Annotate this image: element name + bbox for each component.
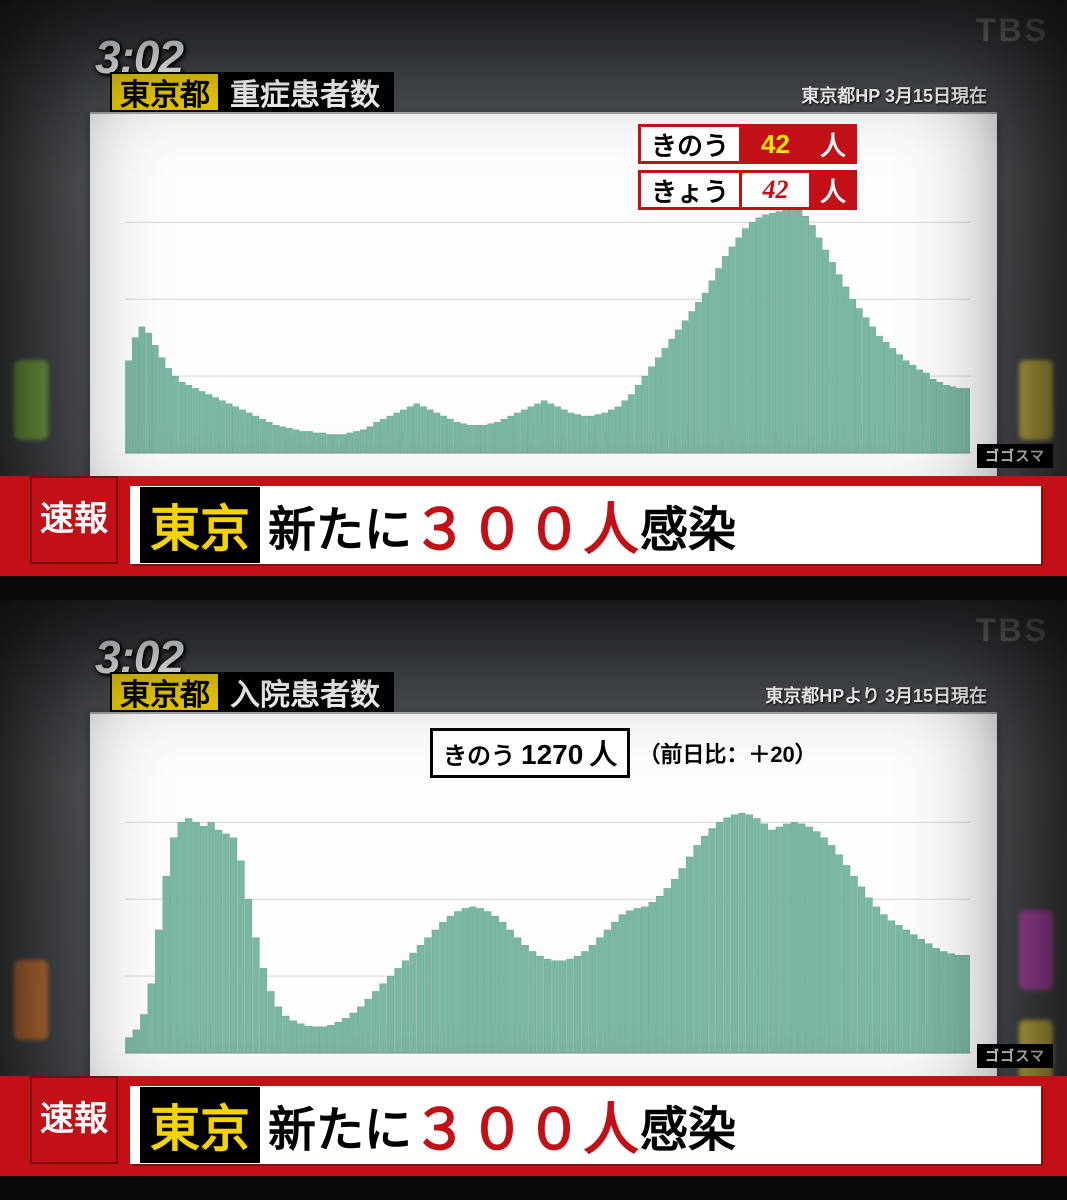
stat-row: きょう42人 — [638, 170, 857, 210]
ticker-pre: 新たに — [268, 1090, 412, 1160]
stat-unit: 人 — [589, 733, 617, 773]
ticker-tokyo: 東京 — [140, 487, 260, 563]
bottom-strip — [0, 1176, 1067, 1200]
program-tag: ゴゴスマ — [977, 1044, 1053, 1068]
stat-unit: 人 — [812, 124, 857, 164]
network-logo: TBS — [976, 612, 1049, 649]
side-color-tab — [1019, 360, 1053, 440]
side-color-tab — [14, 360, 48, 440]
title-metric: 入院患者数 — [220, 672, 394, 712]
stat-unit: 人 — [812, 170, 857, 210]
title-tokyo-badge: 東京都 — [110, 72, 220, 112]
title-strip: 東京都入院患者数 — [110, 672, 394, 712]
data-source: 東京都HPより 3月15日現在 — [765, 682, 987, 708]
side-color-tab — [1019, 910, 1053, 990]
stat-value: 1270 — [521, 739, 583, 771]
stat-label: きょう — [638, 170, 742, 210]
chart-board: きのう1270人（前日比：＋20） — [90, 712, 997, 1082]
stat-value: 42 — [742, 170, 812, 210]
stat-box: きのう1270人（前日比：＋20） — [430, 728, 817, 778]
title-tokyo-badge: 東京都 — [110, 672, 220, 712]
bottom-strip — [0, 576, 1067, 600]
program-tag: ゴゴスマ — [977, 444, 1053, 468]
stat-delta: （前日比：＋20） — [638, 737, 816, 769]
stat-value: 42 — [742, 124, 812, 164]
stat-label: きのう — [443, 736, 515, 771]
ticker-tokyo: 東京 — [140, 1087, 260, 1163]
breaking-badge: 速報 — [30, 1076, 118, 1164]
ticker-post: 感染 — [640, 490, 736, 560]
ticker-post: 感染 — [640, 1090, 736, 1160]
title-metric: 重症患者数 — [220, 72, 394, 112]
stat-boxes: きのう42人きょう42人 — [638, 124, 857, 210]
stat-row: きのう42人 — [638, 124, 857, 164]
bar-chart — [108, 186, 979, 466]
stat-box-inner: きのう1270人 — [430, 728, 630, 778]
chart-board: きのう42人きょう42人 — [90, 112, 997, 482]
news-ticker: 東京新たに３００人感染 — [130, 1086, 1041, 1164]
ticker-number: ３００人 — [412, 485, 640, 566]
data-source: 東京都HP 3月15日現在 — [801, 82, 987, 108]
bar-chart — [108, 786, 979, 1066]
side-color-tab — [14, 960, 48, 1040]
ticker-number: ３００人 — [412, 1085, 640, 1166]
title-strip: 東京都重症患者数 — [110, 72, 394, 112]
panel-severe: 3:02TBS東京都重症患者数東京都HP 3月15日現在きのう42人きょう42人… — [0, 0, 1067, 600]
panel-hospital: 3:02TBS東京都入院患者数東京都HPより 3月15日現在きのう1270人（前… — [0, 600, 1067, 1200]
news-ticker: 東京新たに３００人感染 — [130, 486, 1041, 564]
breaking-badge: 速報 — [30, 476, 118, 564]
stat-label: きのう — [638, 124, 742, 164]
ticker-pre: 新たに — [268, 490, 412, 560]
network-logo: TBS — [976, 12, 1049, 49]
